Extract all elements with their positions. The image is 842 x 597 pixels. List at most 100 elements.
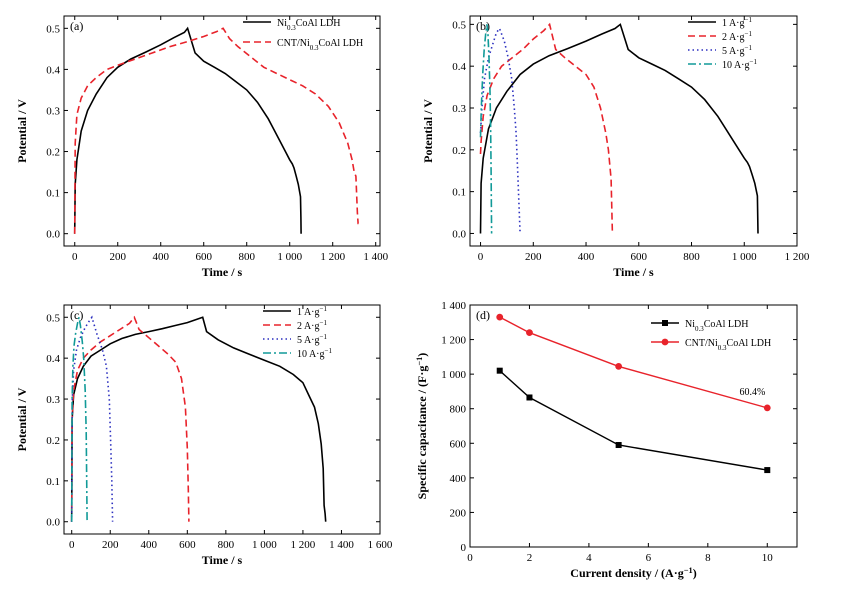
x-tick-label: 2 [527,552,533,564]
y-tick-label: 0 [461,542,467,554]
x-tick-label: 8 [705,552,711,564]
data-point [763,404,771,412]
series-line-2 [479,26,521,234]
y-tick-label: 0.2 [46,147,60,159]
series-line-1 [70,315,190,522]
x-tick-label: 1 000 [277,251,302,263]
y-tick-label: 0.2 [46,435,60,447]
x-axis-label: Time / s [202,553,243,567]
x-tick-label: 200 [102,539,119,551]
y-tick-label: 0.1 [452,187,466,199]
series-line-3 [70,317,88,522]
panel-label: (c) [70,308,83,322]
y-axis-label: Potential / V [421,99,435,163]
y-tick-label: 600 [450,438,467,450]
x-tick-label: 800 [238,251,255,263]
x-tick-label: 10 [762,552,774,564]
panel-a: 0 200 400 600 800 1 000 1 200 1 400 0.0 0.1 0.2 0.3… [15,15,389,279]
y-tick-label: 0.0 [46,229,60,241]
legend-label: 5 A·g−1 [297,333,327,346]
legend-label: CNT/Ni0.3CoAl LDH [277,38,363,52]
y-tick-label: 0.3 [452,103,466,115]
x-tick-label: 200 [109,251,126,263]
x-tick-label: 600 [195,251,212,263]
x-tick-label: 400 [141,539,158,551]
legend-label: 1 A·g−1 [297,305,327,318]
data-point [764,467,771,474]
x-tick-label: 1 000 [252,539,277,551]
plot-frame [469,304,798,548]
series-line-1 [479,22,614,234]
y-tick-label: 0.0 [46,517,60,529]
x-tick-label: 1 400 [329,539,354,551]
legend: Ni0.3CoAl LDH CNT/Ni0.3CoAl LDH [243,18,363,52]
panel-c: 0 200 400 600 800 1 000 1 200 1 400 1 600 0.0 0.1 0… [15,304,393,567]
legend-label: Ni0.3CoAl LDH [277,18,340,32]
panel-d: 0 2 4 6 8 10 0 200 400 600 800 1 000 1 200 1 400 Curre… [415,300,798,580]
annotation: 60.4% [739,387,765,398]
legend-label: 10 A·g−1 [297,347,332,360]
data-point [496,367,503,374]
x-tick-label: 0 [72,251,78,263]
y-tick-label: 0.3 [46,394,60,406]
series-line-0 [479,23,759,234]
x-axis-label: Time / s [202,265,243,279]
x-tick-label: 0 [478,251,484,263]
y-tick-label: 0.0 [452,228,466,240]
x-tick-label: 1 600 [368,539,393,551]
legend-label: 1 A·g−1 [722,16,752,29]
legend-label: 2 A·g−1 [297,319,327,332]
x-tick-label: 400 [578,251,595,263]
data-point [526,329,533,337]
y-tick-label: 0.2 [452,145,466,157]
data-point [615,362,623,370]
y-tick-label: 800 [450,404,467,416]
x-tick-label: 4 [586,552,592,564]
x-tick-label: 1 400 [363,251,388,263]
plot-frame [469,15,798,247]
series-line-0 [70,316,327,522]
legend: 1 A·g−12 A·g−15 A·g−110 A·g−1 [263,305,332,360]
legend-marker [661,338,669,346]
y-tick-label: 0.4 [46,64,60,76]
plot-frame [63,15,381,247]
y-tick-label: 400 [450,473,467,485]
data-point [615,442,622,449]
y-tick-label: 1 400 [441,300,466,312]
data-point [496,313,504,321]
series-line-2 [70,315,114,522]
y-axis-label: Specific capacitance / (F·g−1) [415,353,430,500]
x-tick-label: 1 200 [320,251,345,263]
series-line-0 [73,26,302,234]
x-axis-label: Current density / (A·g−1) [570,566,696,581]
y-tick-label: 0.5 [46,312,60,324]
y-tick-label: 0.1 [46,188,60,200]
series-line-1 [73,27,359,234]
y-tick-label: 1 200 [441,335,466,347]
x-tick-label: 0 [467,552,473,564]
y-axis-label: Potential / V [15,99,29,163]
y-tick-label: 0.5 [46,23,60,35]
y-tick-label: 0.3 [46,105,60,117]
x-tick-label: 200 [525,251,542,263]
x-tick-label: 600 [179,539,196,551]
x-tick-label: 800 [683,251,700,263]
legend-label: 10 A·g−1 [722,58,757,71]
legend: 1 A·g−12 A·g−15 A·g−110 A·g−1 [688,16,757,71]
x-tick-label: 1 200 [785,251,810,263]
legend-label: 5 A·g−1 [722,44,752,57]
y-tick-label: 0.1 [46,476,60,488]
x-tick-label: 1 000 [732,251,757,263]
y-tick-label: 0.4 [46,353,60,365]
legend-label: Ni0.3CoAl LDH [685,319,748,333]
legend-marker [662,320,668,326]
series-line-0 [499,370,768,471]
data-point [526,394,533,401]
series-line-1 [499,316,768,409]
y-tick-label: 0.5 [452,19,466,31]
legend-label: 2 A·g−1 [722,30,752,43]
panel-label: (a) [70,19,83,33]
x-tick-label: 400 [152,251,169,263]
legend-label: CNT/Ni0.3CoAl LDH [685,338,771,352]
